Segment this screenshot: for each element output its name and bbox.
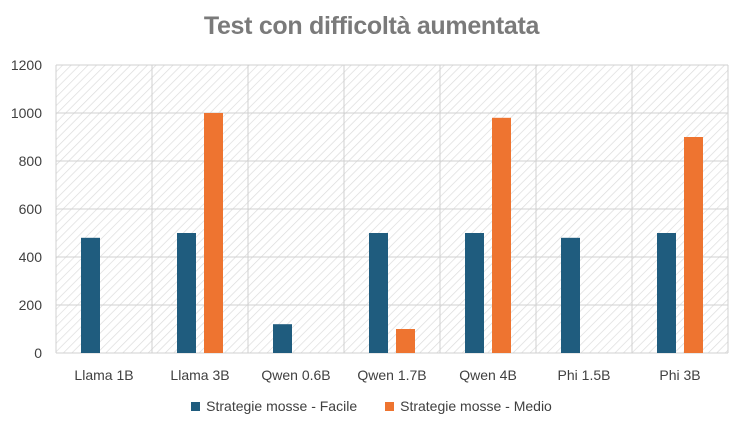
chart-title: Test con difficoltà aumentata bbox=[203, 12, 540, 40]
bar-facile bbox=[81, 237, 100, 353]
y-tick-label: 1000 bbox=[11, 105, 42, 121]
gridlines bbox=[55, 64, 729, 354]
y-tick-label: 1200 bbox=[11, 57, 42, 73]
y-tick-label: 0 bbox=[34, 345, 42, 361]
bar-facile bbox=[465, 233, 484, 353]
y-tick-label: 200 bbox=[19, 297, 43, 313]
legend-swatch-medio bbox=[385, 401, 395, 411]
y-tick-label: 400 bbox=[19, 249, 43, 265]
y-axis-ticks: 0 200 400 600 800 1000 1200 bbox=[11, 57, 42, 361]
bar-medio bbox=[684, 137, 703, 353]
legend-label-facile: Strategie mosse - Facile bbox=[206, 398, 358, 414]
x-tick-label: Phi 1.5B bbox=[558, 367, 611, 383]
bar-facile bbox=[273, 324, 292, 353]
bars bbox=[81, 113, 703, 353]
bar-medio bbox=[396, 329, 415, 353]
legend-item-facile: Strategie mosse - Facile bbox=[191, 398, 357, 414]
x-tick-label: Llama 3B bbox=[170, 367, 229, 383]
y-tick-label: 800 bbox=[19, 153, 43, 169]
bar-facile bbox=[657, 233, 676, 353]
x-tick-label: Qwen 4B bbox=[459, 367, 517, 383]
legend: Strategie mosse - Facile Strategie mosse… bbox=[0, 398, 743, 414]
legend-label-medio: Strategie mosse - Medio bbox=[400, 398, 552, 414]
y-tick-label: 600 bbox=[19, 201, 43, 217]
legend-item-medio: Strategie mosse - Medio bbox=[385, 398, 552, 414]
bar-medio bbox=[492, 117, 511, 353]
x-axis-ticks: Llama 1B Llama 3B Qwen 0.6B Qwen 1.7B Qwen 4… bbox=[74, 367, 700, 383]
bar-facile bbox=[561, 237, 580, 353]
bar-facile bbox=[369, 233, 388, 353]
bar-facile bbox=[177, 233, 196, 353]
x-tick-label: Qwen 0.6B bbox=[261, 367, 330, 383]
x-tick-label: Qwen 1.7B bbox=[357, 367, 426, 383]
bar-medio bbox=[204, 113, 223, 353]
x-tick-label: Llama 1B bbox=[74, 367, 133, 383]
legend-swatch-facile bbox=[191, 401, 201, 411]
x-tick-label: Phi 3B bbox=[659, 367, 700, 383]
